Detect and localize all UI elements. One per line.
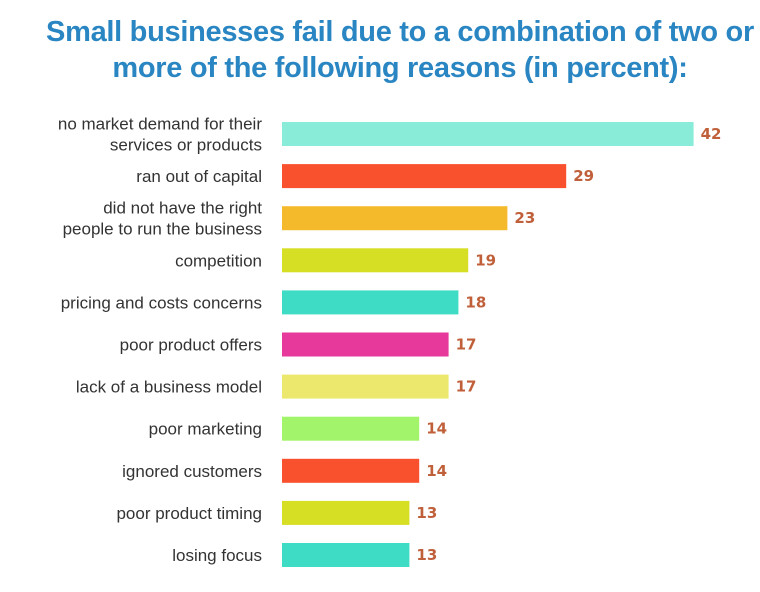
bar-2 <box>282 206 508 231</box>
category-label-6: lack of a business model <box>76 378 262 397</box>
category-label-5: poor product offers <box>120 336 262 355</box>
category-label-9: poor product timing <box>116 504 262 523</box>
value-label-4: 18 <box>465 293 486 311</box>
value-label-2: 23 <box>514 209 535 227</box>
value-label-3: 19 <box>475 251 496 269</box>
chart-title-line-2: more of the following reasons (in percen… <box>112 52 688 84</box>
value-label-0: 42 <box>701 125 722 143</box>
category-label-0-line-0: no market demand for their <box>58 115 262 134</box>
category-label-2-line-1: people to run the business <box>63 220 262 239</box>
bar-9 <box>282 500 410 525</box>
category-label-1: ran out of capital <box>136 167 262 186</box>
value-label-9: 13 <box>416 504 437 522</box>
category-label-4: pricing and costs concerns <box>61 293 262 312</box>
category-label-0-line-1: services or products <box>110 136 262 155</box>
bar-8 <box>282 458 420 483</box>
chart-title-line-1: Small businesses fail due to a combinati… <box>46 16 754 48</box>
bar-0 <box>282 122 694 146</box>
value-label-6: 17 <box>456 378 477 396</box>
bar-10 <box>282 543 410 567</box>
category-label-10: losing focus <box>172 546 262 565</box>
value-label-1: 29 <box>573 167 594 185</box>
bar-4 <box>282 290 459 315</box>
value-label-7: 14 <box>426 420 447 438</box>
value-label-10: 13 <box>416 546 437 564</box>
bar-5 <box>282 332 449 357</box>
bar-7 <box>282 416 420 441</box>
category-label-2-line-0: did not have the right <box>103 199 262 218</box>
chart-title: Small businesses fail due to a combinati… <box>0 14 760 86</box>
category-label-7: poor marketing <box>149 420 262 439</box>
bar-6 <box>282 374 449 399</box>
value-label-8: 14 <box>426 462 447 480</box>
bar-3 <box>282 248 469 273</box>
category-label-3: competition <box>175 251 262 270</box>
value-label-5: 17 <box>456 336 477 354</box>
bar-1 <box>282 164 567 189</box>
category-label-8: ignored customers <box>122 462 262 481</box>
